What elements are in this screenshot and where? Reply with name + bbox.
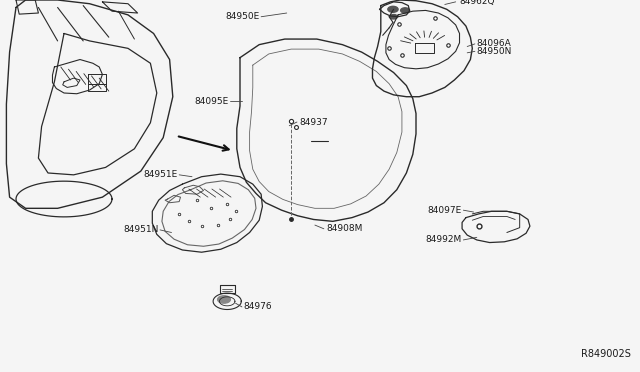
Text: 84976: 84976 [243,302,272,311]
Text: 84962Q: 84962Q [460,0,495,6]
Circle shape [388,6,398,12]
Circle shape [218,296,230,303]
Text: 84908M: 84908M [326,224,363,233]
Text: 84951N: 84951N [124,225,159,234]
Circle shape [401,8,410,13]
Text: 84992M: 84992M [426,235,462,244]
Text: 84097E: 84097E [428,206,462,215]
Text: 84950E: 84950E [225,12,259,21]
Text: 84951E: 84951E [143,170,178,179]
Text: 84950N: 84950N [477,47,512,56]
Text: 84095E: 84095E [195,97,229,106]
Text: 84937: 84937 [300,118,328,126]
Circle shape [390,15,397,19]
Text: 84096A: 84096A [477,39,511,48]
Text: R849002S: R849002S [580,349,630,359]
